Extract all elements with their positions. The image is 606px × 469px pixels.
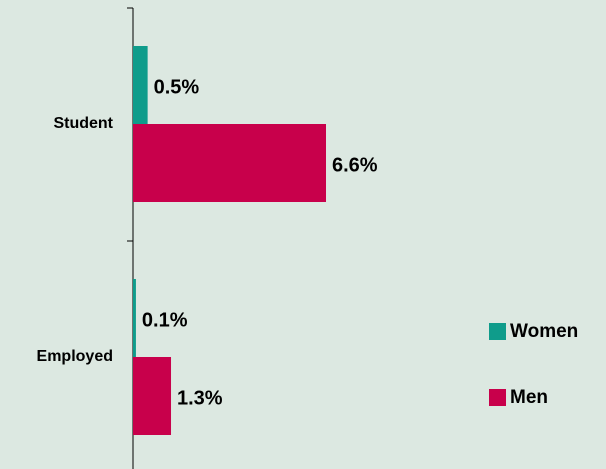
bar (133, 46, 148, 124)
category-label: Employed (37, 348, 113, 365)
value-label: 1.3% (177, 387, 223, 409)
legend-swatch (489, 323, 506, 340)
bar (133, 357, 172, 435)
bar (133, 124, 326, 202)
legend-label: Men (510, 387, 548, 408)
category-label: Student (53, 115, 113, 132)
value-label: 0.5% (154, 76, 200, 98)
legend-swatch (489, 389, 506, 406)
value-label: 6.6% (332, 154, 378, 176)
bar (133, 279, 136, 357)
value-label: 0.1% (142, 309, 188, 331)
legend-label: Women (510, 321, 578, 342)
